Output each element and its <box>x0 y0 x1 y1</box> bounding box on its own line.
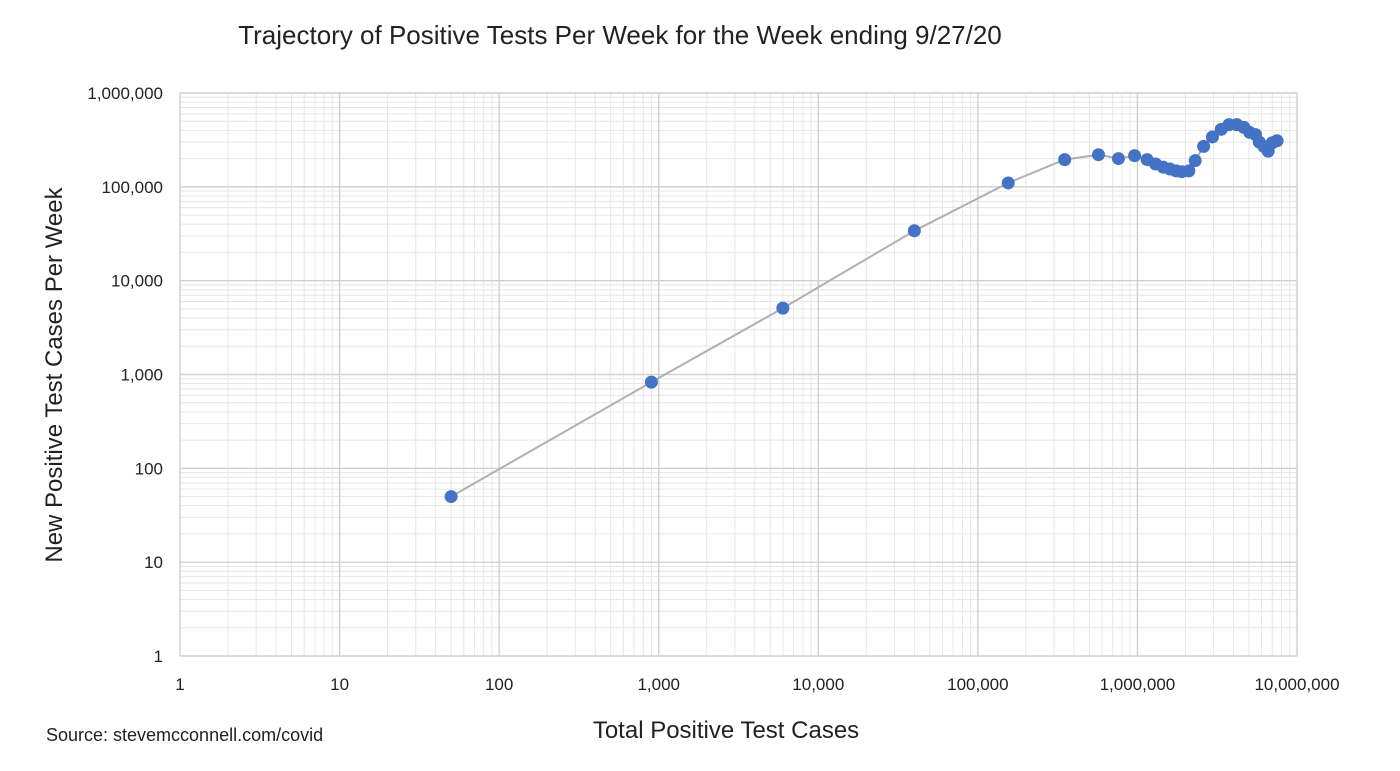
data-point <box>1205 130 1219 144</box>
y-tick-label: 10 <box>144 553 163 572</box>
x-tick-label: 10,000,000 <box>1254 675 1339 694</box>
y-tick-label: 100,000 <box>102 178 163 197</box>
x-tick-label: 100,000 <box>947 675 1008 694</box>
data-point <box>1058 153 1072 167</box>
y-tick-label: 1 <box>154 647 163 666</box>
source-note: Source: stevemcconnell.com/covid <box>46 725 323 745</box>
x-tick-label: 1,000 <box>637 675 680 694</box>
y-tick-label: 1,000,000 <box>87 84 163 103</box>
data-point <box>907 224 921 238</box>
x-tick-label: 1 <box>175 675 184 694</box>
y-tick-label: 10,000 <box>111 272 163 291</box>
x-tick-label: 1,000,000 <box>1100 675 1176 694</box>
x-tick-label: 10,000 <box>792 675 844 694</box>
data-point <box>776 301 790 315</box>
data-point <box>1197 139 1211 153</box>
plot-area <box>179 92 1298 657</box>
data-points <box>444 118 1284 504</box>
x-axis-ticks: 1 10 100 1,000 10,000 100,000 1,000,000 10,000,… <box>175 675 1339 694</box>
data-point <box>444 490 458 504</box>
data-point <box>1188 154 1202 168</box>
data-point <box>1091 148 1105 162</box>
gridlines <box>179 92 1298 657</box>
data-point <box>1182 164 1196 178</box>
data-point <box>1270 134 1284 148</box>
data-point <box>1111 152 1125 166</box>
chart-title: Trajectory of Positive Tests Per Week fo… <box>238 20 1002 50</box>
y-tick-label: 1,000 <box>120 366 163 385</box>
y-axis-title: New Positive Test Cases Per Week <box>41 186 68 562</box>
y-tick-label: 100 <box>135 459 163 478</box>
data-point <box>1001 176 1015 190</box>
data-point <box>644 375 658 389</box>
x-tick-label: 100 <box>485 675 513 694</box>
y-axis-ticks: 1 10 100 1,000 10,000 100,000 1,000,000 <box>87 84 163 666</box>
data-point <box>1128 149 1142 163</box>
x-tick-label: 10 <box>330 675 349 694</box>
x-axis-title: Total Positive Test Cases <box>593 717 859 744</box>
